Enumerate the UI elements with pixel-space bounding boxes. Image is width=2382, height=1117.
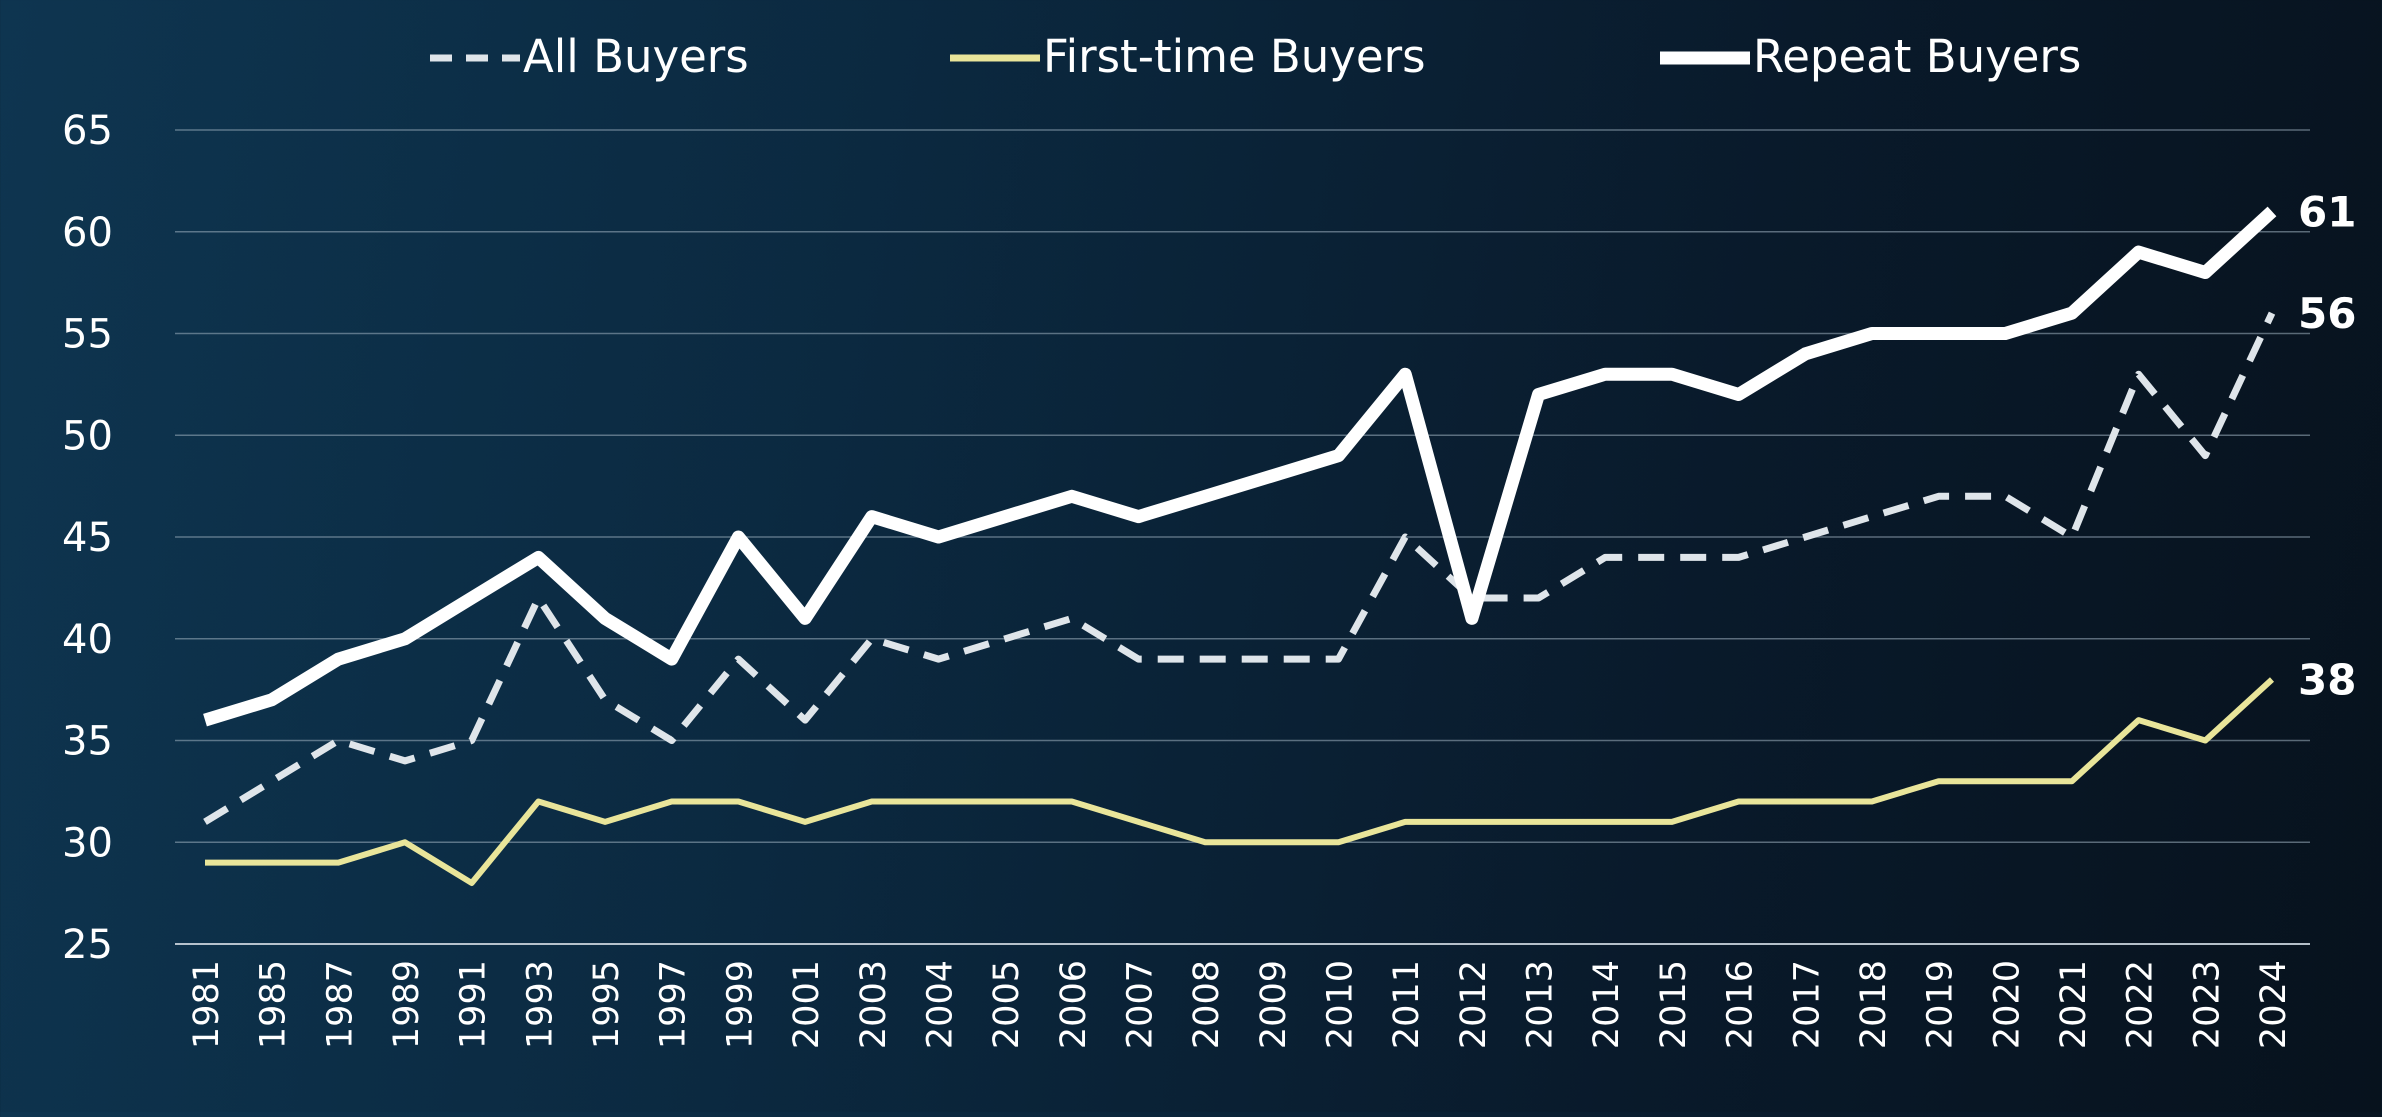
x-tick-label: 2001 (787, 960, 827, 1049)
x-tick-label: 2015 (1654, 960, 1694, 1049)
x-tick-label: 2006 (1054, 960, 1094, 1049)
x-tick-label: 1989 (387, 960, 427, 1049)
x-tick-label: 1997 (654, 960, 694, 1049)
x-tick-label: 1993 (520, 960, 560, 1049)
x-tick-label: 2022 (2121, 960, 2161, 1049)
series-line-repeat-buyers (203, 206, 2277, 727)
x-tick-label: 2014 (1587, 960, 1627, 1049)
y-tick-label: 45 (62, 515, 113, 561)
x-tick-label: 1995 (587, 960, 627, 1049)
x-tick-label: 2017 (1787, 960, 1827, 1049)
x-tick-label: 2016 (1721, 960, 1761, 1049)
series-line-all-buyers (203, 311, 2276, 825)
x-tick-label: 2009 (1254, 960, 1294, 1049)
x-tick-label: 1985 (254, 960, 294, 1049)
y-tick-label: 55 (62, 312, 113, 358)
x-axis: 1981 1985 1987 1989 1991 1993 1995 1997 1999 2001… (187, 960, 2294, 1049)
x-tick-label: 2023 (2187, 960, 2227, 1049)
y-tick-label: 60 (62, 210, 113, 256)
x-tick-label: 2003 (854, 960, 894, 1049)
x-tick-label: 2019 (1921, 960, 1961, 1049)
end-labels: 56 38 61 (2298, 187, 2356, 704)
x-tick-label: 2013 (1521, 960, 1561, 1049)
y-tick-label: 35 (62, 719, 113, 765)
gridlines (175, 129, 2310, 945)
x-tick-label: 2024 (2254, 960, 2294, 1049)
x-tick-label: 2011 (1387, 960, 1427, 1049)
x-tick-label: 2008 (1187, 960, 1227, 1049)
y-tick-label: 25 (62, 922, 113, 968)
x-tick-label: 2004 (920, 960, 960, 1049)
series-lines (203, 206, 2277, 886)
end-label: 38 (2298, 655, 2356, 704)
x-tick-label: 1991 (454, 960, 494, 1049)
x-tick-label: 2010 (1321, 960, 1361, 1049)
x-tick-label: 1981 (187, 960, 227, 1049)
y-tick-label: 50 (62, 413, 113, 459)
y-axis: 25 30 35 40 45 50 55 60 65 (62, 108, 113, 968)
legend-label: First-time Buyers (1043, 30, 1426, 83)
x-tick-label: 2021 (2054, 960, 2094, 1049)
x-tick-label: 2007 (1120, 960, 1160, 1049)
y-tick-label: 65 (62, 108, 113, 154)
legend: All Buyers First-time Buyers Repeat Buyers (430, 30, 2081, 83)
end-label: 61 (2298, 187, 2356, 236)
x-tick-label: 2018 (1854, 960, 1894, 1049)
x-tick-label: 1999 (720, 960, 760, 1049)
y-tick-label: 40 (62, 617, 113, 663)
series-line-first-time-buyers (205, 677, 2275, 886)
legend-label: All Buyers (523, 30, 749, 83)
x-tick-label: 2005 (987, 960, 1027, 1049)
legend-label: Repeat Buyers (1753, 30, 2081, 83)
x-tick-label: 1987 (320, 960, 360, 1049)
x-tick-label: 2020 (1987, 960, 2027, 1049)
x-tick-label: 2012 (1454, 960, 1494, 1049)
end-label: 56 (2298, 289, 2356, 338)
y-tick-label: 30 (62, 820, 113, 866)
